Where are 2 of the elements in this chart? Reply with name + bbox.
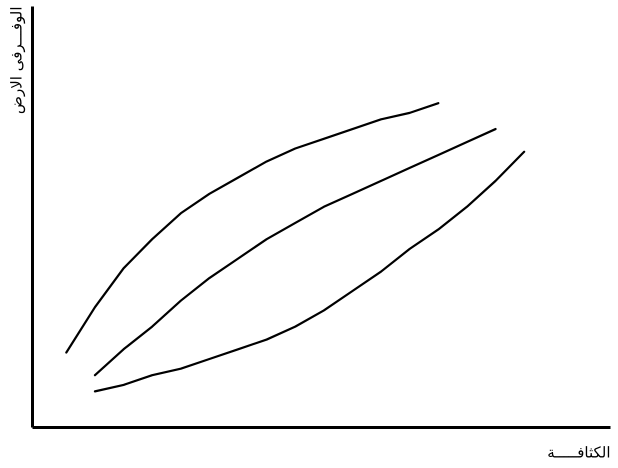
- y-axis-title: الوفـــرفى الارض: [8, 6, 26, 114]
- x-axis-title: الكثافـــــة: [547, 444, 610, 462]
